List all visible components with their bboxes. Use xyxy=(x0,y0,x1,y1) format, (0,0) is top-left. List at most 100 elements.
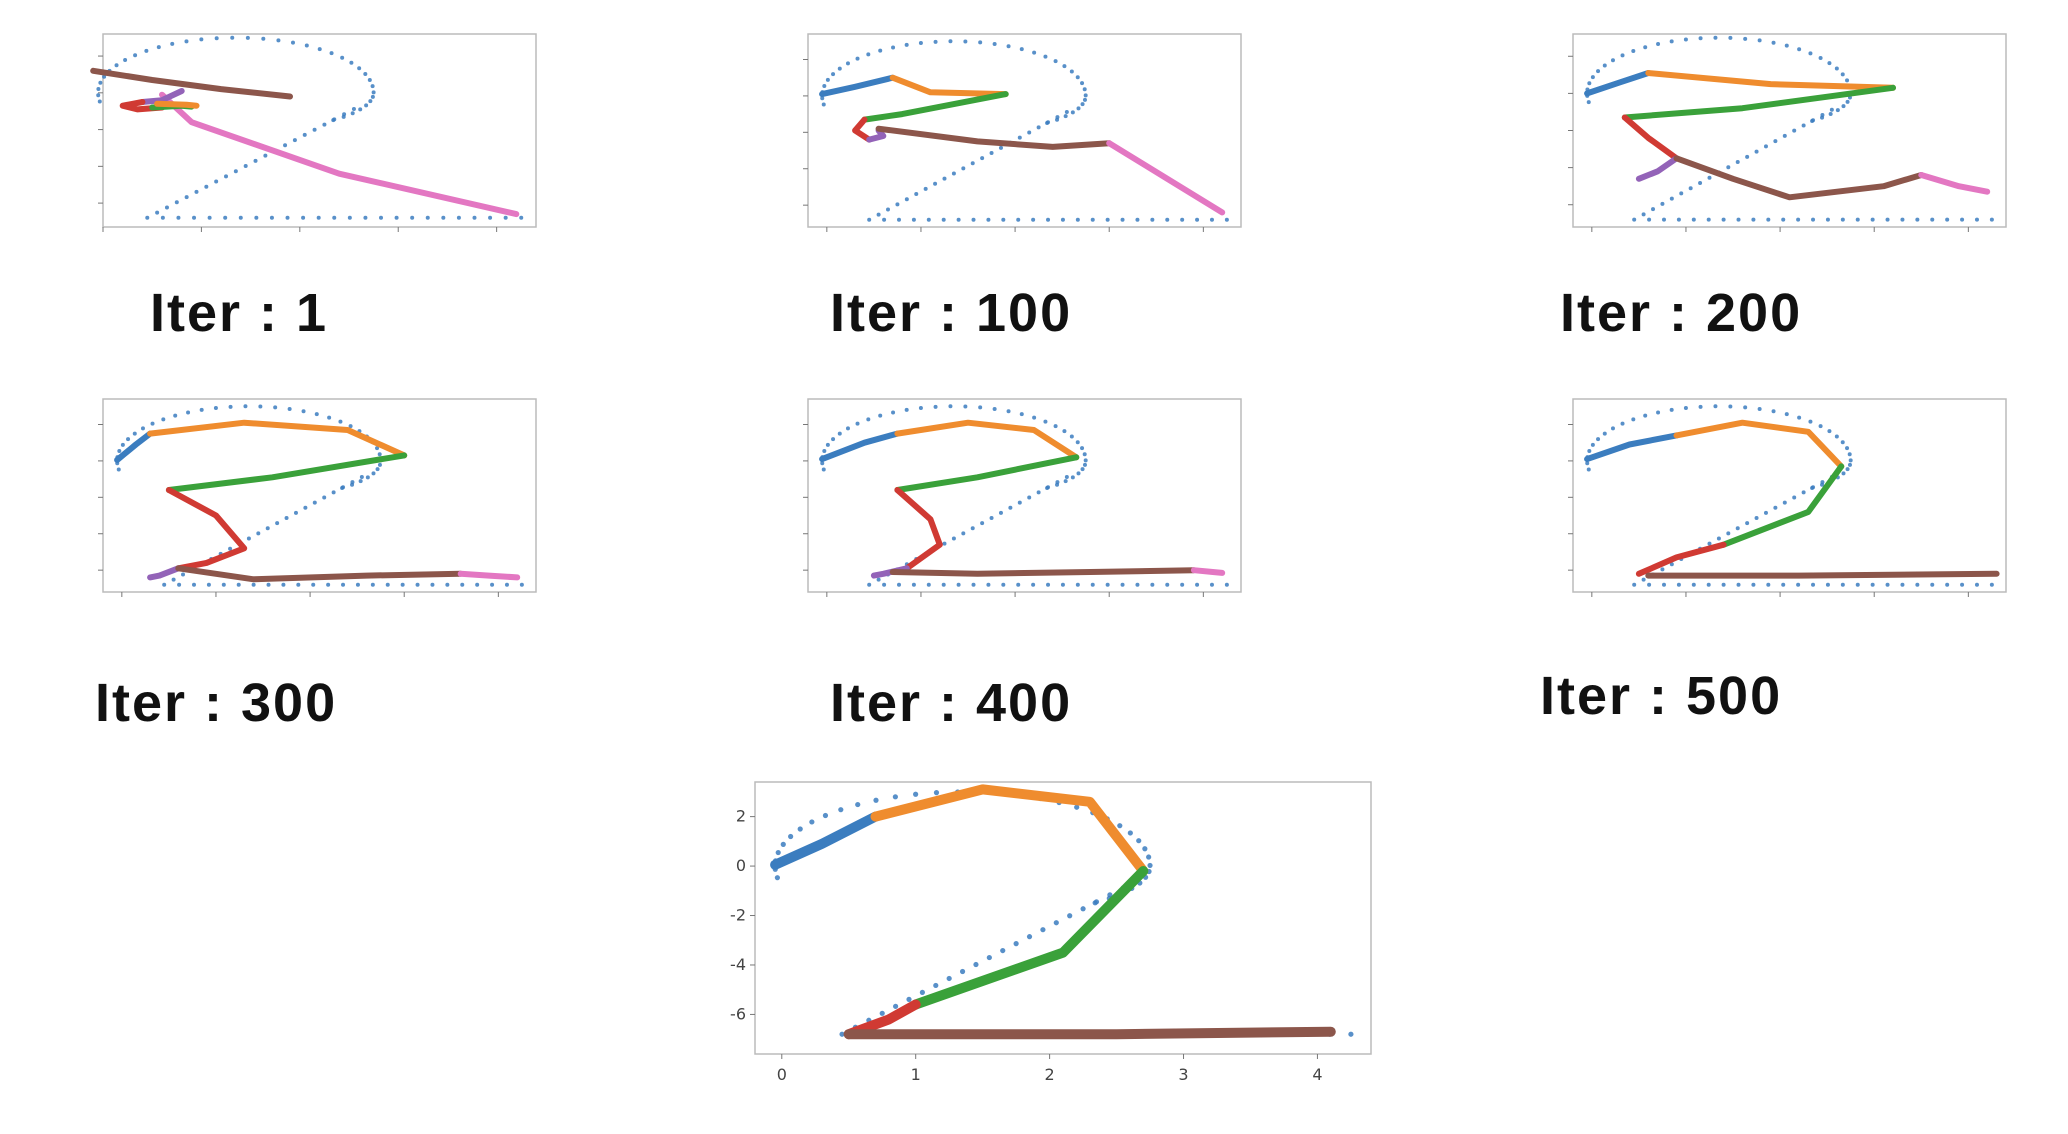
chart-svg: 0 1 2 3 4 2 0 -2 -4 -6 xyxy=(730,781,1372,1084)
target-point xyxy=(1656,42,1661,47)
target-point xyxy=(1136,838,1142,844)
segment-seg3 xyxy=(1621,84,1896,121)
target-point xyxy=(351,107,356,112)
target-point xyxy=(906,996,912,1002)
target-point xyxy=(341,582,346,587)
segment-seg1 xyxy=(819,74,896,98)
target-point xyxy=(941,582,946,587)
target-point xyxy=(177,582,182,587)
target-point xyxy=(285,215,290,220)
target-point xyxy=(831,72,836,77)
segment-seg6 xyxy=(1673,155,1925,201)
target-point xyxy=(1825,217,1830,222)
target-point xyxy=(1845,78,1850,83)
target-point xyxy=(951,171,956,176)
target-point xyxy=(170,41,175,46)
chart-svg xyxy=(803,398,1242,597)
target-point xyxy=(1656,410,1661,415)
target-point xyxy=(207,215,212,220)
target-point xyxy=(140,426,145,431)
target-point xyxy=(1643,413,1648,418)
x-tick-label: 1 xyxy=(911,1065,921,1084)
target-point xyxy=(973,961,979,968)
target-point xyxy=(1801,490,1806,495)
target-point xyxy=(1945,217,1950,222)
x-tick-label: 4 xyxy=(1312,1065,1322,1084)
target-point xyxy=(1669,407,1674,412)
target-point xyxy=(126,437,131,442)
target-point xyxy=(1945,582,1950,587)
target-point xyxy=(117,448,122,453)
target-point xyxy=(1165,582,1170,587)
target-point xyxy=(926,217,931,222)
target-point xyxy=(199,407,204,412)
target-point xyxy=(1818,55,1823,60)
target-point xyxy=(1080,81,1085,86)
target-point xyxy=(365,475,370,480)
target-point xyxy=(490,582,495,587)
target-point xyxy=(160,215,165,220)
segment-seg5 xyxy=(866,127,887,143)
target-point xyxy=(1660,567,1665,572)
target-point xyxy=(948,39,953,44)
target-point xyxy=(358,107,363,112)
target-point xyxy=(224,174,229,179)
target-point xyxy=(114,63,119,68)
target-point xyxy=(956,582,961,587)
target-point xyxy=(194,189,199,194)
target-point xyxy=(355,582,360,587)
target-point xyxy=(896,217,901,222)
target-point xyxy=(358,479,363,484)
target-point xyxy=(1855,217,1860,222)
target-point xyxy=(1055,480,1060,485)
target-point xyxy=(1082,97,1087,102)
segment-seg5 xyxy=(147,565,182,581)
target-point xyxy=(876,212,881,217)
target-point xyxy=(1031,582,1036,587)
target-point xyxy=(1751,582,1756,587)
target-point xyxy=(774,875,780,881)
segment-seg2 xyxy=(154,100,200,109)
target-point xyxy=(904,197,909,202)
segment-seg2 xyxy=(1673,419,1845,470)
segment-seg2 xyxy=(870,784,1149,876)
segment-seg2 xyxy=(1645,70,1896,91)
target-point xyxy=(893,1003,899,1009)
target-point xyxy=(1080,906,1086,912)
target-point xyxy=(1209,217,1214,222)
target-point xyxy=(961,531,966,536)
target-point xyxy=(1107,892,1113,898)
target-point xyxy=(456,215,461,220)
segment-seg3 xyxy=(910,866,1149,1010)
segment-seg4 xyxy=(894,487,943,572)
target-point xyxy=(1745,521,1750,526)
target-point xyxy=(1820,112,1825,117)
target-point xyxy=(891,410,896,415)
target-point xyxy=(1773,505,1778,510)
target-point xyxy=(1586,100,1591,105)
target-point xyxy=(1960,582,1965,587)
target-point xyxy=(904,42,909,47)
target-point xyxy=(896,582,901,587)
target-point xyxy=(1180,582,1185,587)
chart-svg xyxy=(90,33,537,232)
target-point xyxy=(878,413,883,418)
target-point xyxy=(251,582,256,587)
target-point xyxy=(1069,434,1074,439)
target-point xyxy=(978,40,983,45)
target-point xyxy=(311,582,316,587)
target-point xyxy=(1811,582,1816,587)
y-tick-label: -4 xyxy=(730,955,746,974)
target-point xyxy=(246,536,251,541)
target-point xyxy=(1046,485,1051,490)
target-point xyxy=(1017,135,1022,140)
target-point xyxy=(971,217,976,222)
target-point xyxy=(1026,934,1033,940)
x-tick-label: 2 xyxy=(1045,1065,1055,1084)
target-point xyxy=(822,812,829,819)
target-point xyxy=(1808,51,1813,56)
target-point xyxy=(186,410,191,415)
target-point xyxy=(1036,125,1041,130)
target-point xyxy=(970,526,975,531)
target-point xyxy=(1093,899,1100,905)
